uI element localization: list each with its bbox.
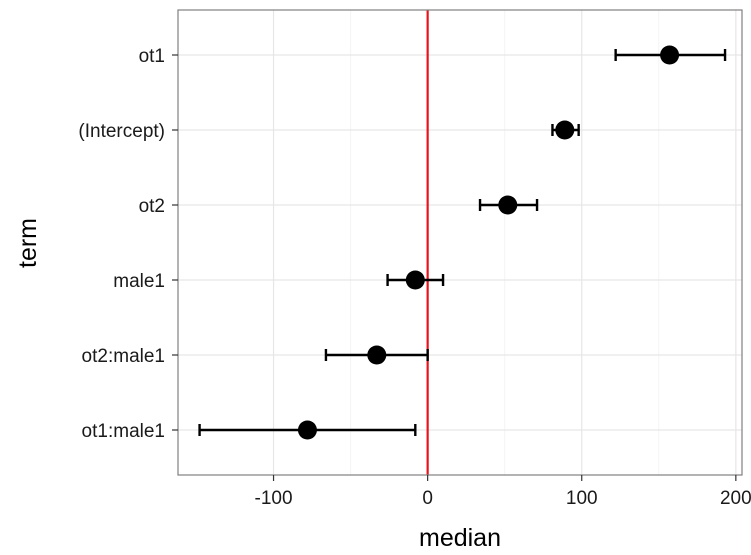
median-point: [405, 270, 425, 290]
median-point: [660, 45, 680, 65]
x-tick-label: 100: [566, 488, 598, 509]
minor-gridlines: [350, 10, 660, 475]
x-tick-label: 0: [422, 488, 433, 509]
y-axis-title: term: [14, 218, 42, 268]
median-point: [555, 120, 575, 140]
x-axis-title: median: [419, 524, 501, 552]
median-points: [297, 45, 680, 440]
y-tick-label: ot2:male1: [82, 346, 165, 367]
y-tick-label: ot1:male1: [82, 421, 165, 442]
y-tick-label: (Intercept): [78, 121, 165, 142]
median-point: [367, 345, 387, 365]
y-tick-label: male1: [113, 271, 165, 292]
y-axis-ticks: ot1 (Intercept) ot2 male1 ot2:male1 ot1:male1: [78, 46, 178, 442]
x-tick-label: 200: [720, 488, 751, 509]
panel-border: [177, 9, 743, 476]
y-tick-label: ot1: [139, 46, 165, 67]
x-tick-label: -100: [255, 488, 293, 509]
x-axis-ticks: -100 0 100 200: [255, 475, 751, 509]
median-point: [297, 420, 317, 440]
median-point: [498, 195, 518, 215]
panel-background: [178, 10, 742, 475]
y-tick-label: ot2: [139, 196, 165, 217]
